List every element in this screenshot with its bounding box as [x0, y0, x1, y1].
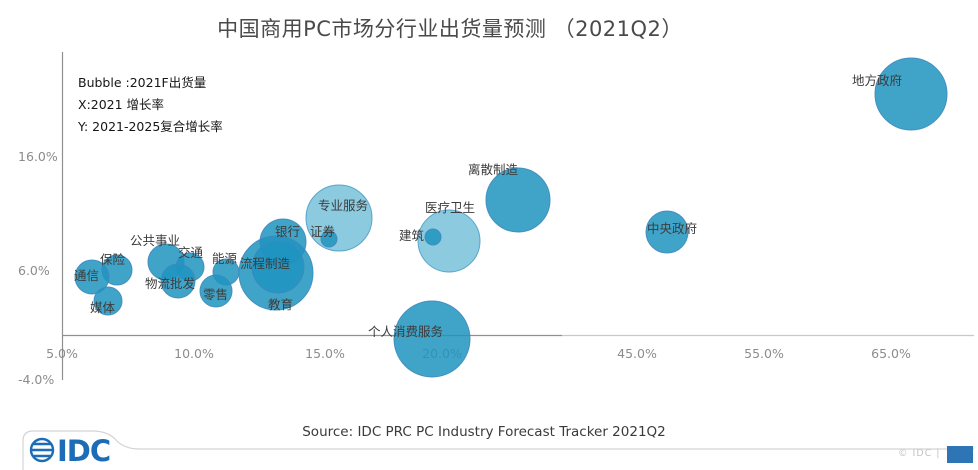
bubble-label-local-government: 地方政府 [852, 73, 902, 88]
page-title: 中国商用PC市场分行业出货量预测 （2021Q2） [217, 17, 683, 41]
y-tick-label-6: 6.0% [18, 263, 50, 278]
footer-brand-square [947, 446, 973, 463]
idc-logo-text: IDC [57, 434, 110, 468]
bubble-label-healthcare: 医疗卫生 [425, 200, 475, 215]
x-tick-label-10: 10.0% [174, 346, 214, 361]
bubble-label-insurance: 保险 [100, 252, 126, 267]
bubble-label-energy: 能源 [212, 251, 238, 266]
bubble-securities [320, 230, 338, 248]
legend-bubble-note: Bubble :2021F出货量 [78, 75, 207, 90]
x-tick-label-15: 15.0% [305, 346, 345, 361]
legend-y-note: Y: 2021-2025复合增长率 [78, 119, 223, 134]
bubble-telecom [74, 259, 110, 295]
axes: 5.0%10.0%15.0%20.0%45.0%55.0%65.0%16.0%6… [18, 52, 974, 387]
bubble-process-manufacturing [251, 240, 305, 294]
copyright-text: © IDC | [898, 448, 941, 459]
source-text: Source: IDC PRC PC Industry Forecast Tra… [302, 424, 666, 440]
bubble-logistics-wholesale [160, 263, 196, 299]
bubble-label-transportation: 交通 [178, 245, 204, 260]
bubble-label-construction: 建筑 [399, 228, 425, 243]
bubble-label-education: 教育 [268, 297, 293, 312]
bubble-label-securities: 证券 [310, 224, 336, 239]
bubble-label-retail: 零售 [203, 287, 228, 302]
bubble-retail [199, 274, 233, 308]
bubble-label-professional-services: 专业服务 [318, 198, 368, 213]
bubble-discrete-manufacturing [485, 167, 551, 233]
bubble-label-media: 媒体 [90, 300, 116, 315]
bubble-label-banking: 银行 [275, 224, 300, 239]
footer-divider-line [22, 430, 974, 470]
bubble-label-public-utilities: 公共事业 [130, 233, 180, 248]
chart-legend: Bubble :2021F出货量 X:2021 增长率 Y: 2021-2025… [78, 72, 223, 138]
bubble-healthcare [417, 209, 481, 273]
x-tick-label-45: 45.0% [617, 346, 657, 361]
bubble-label-discrete-manufacturing: 离散制造 [468, 162, 519, 177]
bubble-local-government [874, 57, 948, 131]
y-tick-label--4: -4.0% [18, 372, 54, 387]
bubble-label-logistics-wholesale: 物流批发 [145, 276, 196, 291]
idc-logo: IDC [29, 434, 111, 468]
x-tick-label-5: 5.0% [46, 346, 78, 361]
bubble-central-government [645, 210, 689, 254]
idc-globe-icon [29, 437, 55, 463]
legend-x-note: X:2021 增长率 [78, 97, 165, 112]
bubble-construction [424, 228, 442, 246]
bubble-media [93, 286, 123, 316]
bubble-label-telecom: 通信 [74, 268, 99, 283]
bubble-label-process-manufacturing: 流程制造 [240, 256, 291, 271]
bubble-label-personal-consumer-services: 个人消费服务 [368, 324, 443, 339]
bubble-personal-consumer-services [393, 300, 471, 378]
y-tick-label-16: 16.0% [18, 149, 58, 164]
x-tick-label-55: 55.0% [744, 346, 784, 361]
x-tick-label-65: 65.0% [871, 346, 911, 361]
bubbles-layer [74, 57, 948, 378]
bubble-label-central-government: 中央政府 [647, 221, 697, 236]
bubble-professional-services [305, 184, 373, 252]
